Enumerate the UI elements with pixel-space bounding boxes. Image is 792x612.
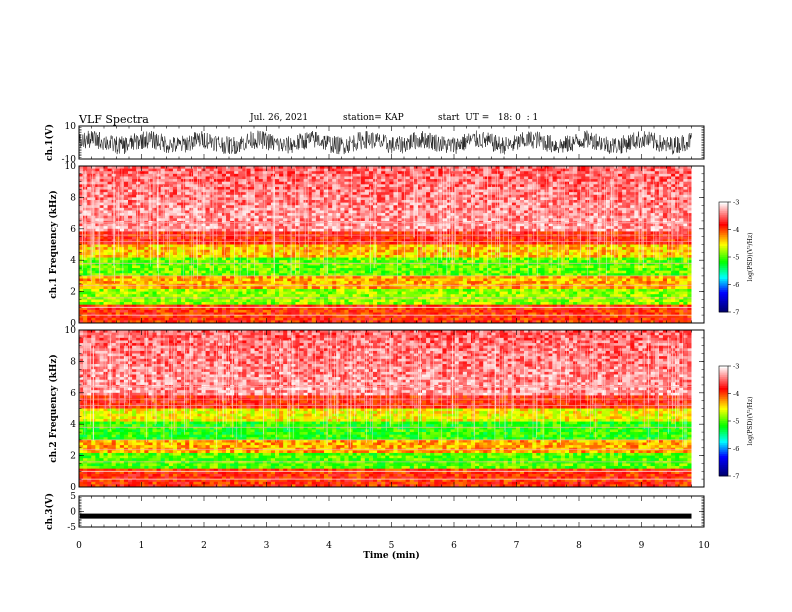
x-tick-label: 7 <box>514 541 520 551</box>
ch2-colorbar-tick: -6 <box>733 445 739 453</box>
ch3-y-tick-label: -5 <box>67 523 76 533</box>
date-label: Jul. 26, 2021 <box>250 113 308 123</box>
ch1-colorbar <box>718 201 731 313</box>
x-tick-label: 0 <box>76 541 82 551</box>
ch1-colorbar-label: log(PSD)(V²/Hz) <box>747 233 754 282</box>
ch3-waveform-line <box>80 513 692 519</box>
ch2-freq-tick-label: 4 <box>70 420 76 430</box>
ch2-freq-tick-label: 10 <box>65 326 77 336</box>
ch1-freq-tick-label: 10 <box>65 162 77 172</box>
ch2-freq-tick-label: 2 <box>70 452 76 462</box>
ch3-y-tick-label: 5 <box>70 492 76 502</box>
ch3-y-axis-label: ch.3(V) <box>44 493 55 530</box>
ch1-waveform-line <box>78 130 692 155</box>
ch2-freq-axis-label: ch.2 Frequency (kHz) <box>48 354 59 463</box>
x-tick-label: 3 <box>264 541 270 551</box>
x-tick-label: 9 <box>639 541 645 551</box>
x-tick-label: 6 <box>451 541 457 551</box>
ch1-freq-tick-label: 8 <box>70 193 76 203</box>
x-tick-label: 1 <box>139 541 145 551</box>
station-label: station= KAP <box>343 113 404 123</box>
ch2-freq-tick-label: 6 <box>70 389 76 399</box>
ch1-freq-tick-label: 0 <box>70 319 76 329</box>
start-time-label: start UT = 18: 0 : 1 <box>438 113 538 123</box>
x-tick-label: 8 <box>576 541 582 551</box>
ch1-colorbar-tick: -3 <box>733 199 739 207</box>
x-tick-label: 4 <box>326 541 332 551</box>
ch2-freq-tick-label: 0 <box>70 483 76 493</box>
ch1-freq-tick-label: 4 <box>70 256 76 266</box>
ch1-colorbar-tick: -5 <box>733 254 739 262</box>
ch2-colorbar-tick: -7 <box>733 473 739 481</box>
ch1-y-axis-label: ch.1(V) <box>44 124 55 161</box>
x-tick-label: 2 <box>201 541 207 551</box>
ch2-colorbar-tick: -5 <box>733 418 739 426</box>
ch2-colorbar-tick: -4 <box>733 390 739 398</box>
ch1-colorbar-tick: -6 <box>733 281 739 289</box>
ch2-freq-tick-label: 8 <box>70 357 76 367</box>
spectrogram-ch2 <box>79 330 704 488</box>
ch1-freq-axis-label: ch.1 Frequency (kHz) <box>48 190 59 299</box>
ch1-y-tick-label: -10 <box>62 155 77 165</box>
x-tick-label: 5 <box>389 541 395 551</box>
ch2-colorbar-tick: -3 <box>733 363 739 371</box>
x-tick-label: 10 <box>698 541 710 551</box>
figure-title: VLF Spectra <box>79 113 149 126</box>
ch1-colorbar-tick: -7 <box>733 309 739 317</box>
ch1-colorbar-tick: -4 <box>733 226 739 234</box>
ch2-colorbar <box>718 365 731 477</box>
spectrogram-ch1 <box>79 166 704 324</box>
x-axis-label: Time (min) <box>363 550 420 561</box>
ch3-y-tick-label: 0 <box>70 508 76 518</box>
ch2-colorbar-label: log(PSD)(V²/Hz) <box>747 397 754 446</box>
ch1-y-tick-label: 10 <box>65 122 77 132</box>
ch1-freq-tick-label: 6 <box>70 225 76 235</box>
ch1-freq-tick-label: 2 <box>70 288 76 298</box>
